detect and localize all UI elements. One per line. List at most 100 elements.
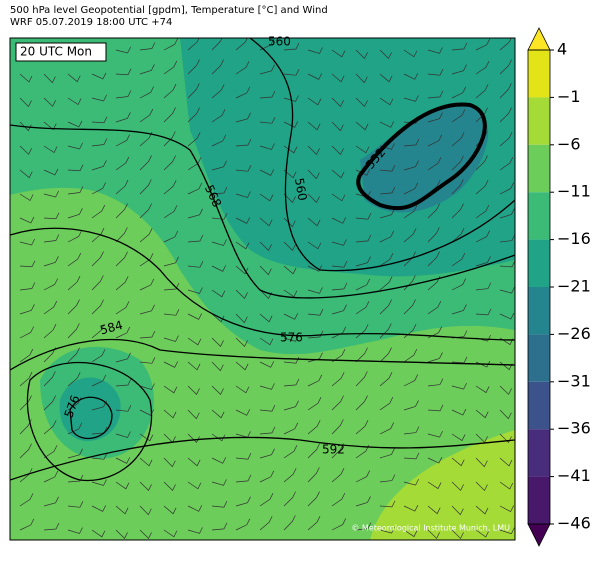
wind-barb [43,395,56,411]
wind-barb [499,59,512,75]
wind-barb [283,515,296,531]
wind-barb [259,383,275,390]
wind-barb [355,97,368,107]
wind-barb [355,49,368,60]
wind-barb [499,83,512,99]
wind-barb [499,312,515,320]
wind-barb [331,121,344,132]
wind-barb [163,409,177,419]
wind-barb [163,180,177,195]
wind-barb [403,205,418,219]
wind-barb [427,69,444,76]
wind-barb [355,419,369,435]
wind-barb [211,84,225,99]
wind-barb [331,492,346,507]
wind-barb [19,260,36,268]
wind-barb [43,256,59,267]
wind-barb [355,213,372,220]
contour-label: 560 [268,35,291,49]
wind-barb [259,217,273,227]
wind-barb [91,453,108,460]
wind-barb [211,337,224,348]
wind-barb [331,73,345,83]
wind-barb [163,230,179,243]
wind-barb [331,326,347,339]
wind-barb [283,445,298,459]
wind-barb [163,481,176,491]
wind-barb [451,356,468,364]
colorbar-band [528,50,550,98]
wind-barb [115,378,132,387]
copyright: © Meteorological Institute Munich, LMU [351,524,510,533]
wind-barb [211,265,227,272]
wind-barb [187,527,203,534]
wind-barb [451,529,464,540]
wind-barb [235,217,251,224]
wind-barb [475,409,489,419]
wind-barb [67,186,84,195]
wind-barb [187,107,200,123]
wind-barb [427,112,443,123]
colorbar-band [528,192,550,240]
wind-barb [211,522,228,531]
wind-barb [115,203,128,219]
wind-barb [427,456,443,464]
wind-barb [427,529,440,539]
wind-barb [139,304,155,315]
wind-barb [403,426,420,435]
wind-barb [499,457,513,467]
wind-barb [331,261,348,268]
wind-barb [235,289,248,300]
wind-barb [235,138,252,147]
wind-barb [115,405,132,412]
colorbar-band [528,97,550,145]
wind-barb [163,385,178,394]
wind-barb [451,481,464,491]
wind-barb [43,522,60,531]
wind-barb [379,500,396,508]
wind-barb [379,121,395,128]
wind-barb [499,481,514,490]
wind-barb [451,227,465,243]
wind-barb [259,516,273,531]
wind-barb [379,276,393,291]
wind-barb [475,308,492,316]
wind-barb [43,145,58,154]
wind-barb [259,117,276,124]
wind-barb [235,453,252,460]
wind-barb [67,142,83,150]
wind-barb [427,430,443,438]
wind-barb [307,47,323,54]
wind-barb [235,385,250,394]
wind-barb [139,409,155,416]
wind-barb [307,287,323,294]
colorbar-tick-label: 4 [557,40,567,59]
wind-barb [403,160,419,171]
colorbar-band [528,429,550,477]
wind-barb [19,238,35,246]
wind-barb [163,335,179,342]
wind-barb [259,313,273,323]
wind-barb [475,38,491,51]
wind-barb [451,433,466,442]
colorbar-tick-label: −11 [557,182,591,201]
wind-barb [307,217,321,227]
wind-barb [427,251,440,267]
wind-barb [259,426,276,435]
wind-barb [379,371,393,387]
wind-barb [259,337,274,346]
colorbar-tick-label: −21 [557,277,591,296]
colorbar: 4 −1 −6 −11 −16 −21 −26 −31 −36 −41 −46 [527,27,591,547]
map-fields [10,38,515,540]
wind-barb [499,234,515,243]
wind-barb [331,467,345,483]
wind-barb [475,457,488,468]
wind-barb [427,300,442,315]
wind-barb [379,253,394,267]
wind-barb [451,203,464,219]
wind-barb [331,49,346,58]
wind-barb [91,299,104,315]
wind-barb [67,208,83,219]
wind-barb [451,252,466,267]
